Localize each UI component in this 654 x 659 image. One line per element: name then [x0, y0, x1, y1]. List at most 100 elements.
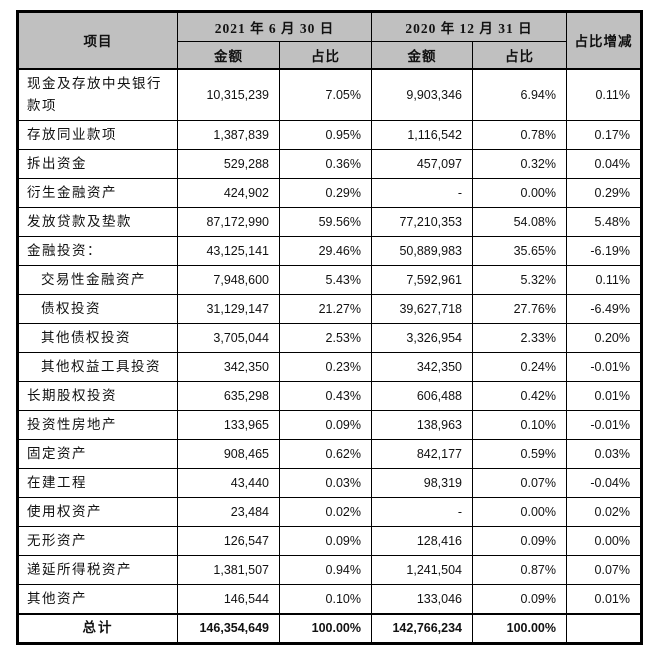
item-cell: 发放贷款及垫款	[17, 207, 178, 237]
item-cell: 使用权资产	[17, 497, 178, 527]
ratio-2020-cell: 0.24%	[472, 352, 567, 382]
amount-2020-cell: 128,416	[371, 526, 473, 556]
amount-2020-cell: 138,963	[371, 410, 473, 440]
amount-2021-cell: 529,288	[177, 149, 280, 179]
ratio-change-cell: 0.02%	[566, 497, 642, 527]
table-row: 总计 146,354,649 100.00% 142,766,234 100.0…	[17, 612, 642, 644]
amount-2020-cell: 457,097	[371, 149, 473, 179]
amount-2020-cell: 1,241,504	[371, 555, 473, 585]
table-row: 存放同业款项 1,387,839 0.95% 1,116,542 0.78% 0…	[17, 120, 642, 150]
header-ratio-change: 占比增减	[566, 11, 642, 70]
amount-2021-cell: 87,172,990	[177, 207, 280, 237]
amount-2021-cell: 1,381,507	[177, 555, 280, 585]
amount-2021-cell: 635,298	[177, 381, 280, 411]
amount-2020-cell: 133,046	[371, 584, 473, 614]
amount-2020-cell: 3,326,954	[371, 323, 473, 353]
table-row: 发放贷款及垫款 87,172,990 59.56% 77,210,353 54.…	[17, 207, 642, 237]
amount-2020-cell: 606,488	[371, 381, 473, 411]
ratio-2020-cell: 0.00%	[472, 497, 567, 527]
ratio-2021-cell: 0.02%	[279, 497, 372, 527]
amount-2021-cell: 43,125,141	[177, 236, 280, 266]
table-row: 投资性房地产 133,965 0.09% 138,963 0.10% -0.01…	[17, 410, 642, 440]
ratio-2020-cell: 2.33%	[472, 323, 567, 353]
ratio-2020-cell: 0.09%	[472, 526, 567, 556]
ratio-2021-cell: 5.43%	[279, 265, 372, 295]
ratio-change-cell: 0.01%	[566, 584, 642, 614]
amount-2021-cell: 1,387,839	[177, 120, 280, 150]
header-row-measures: 金额 占比 金额 占比	[18, 41, 642, 70]
amount-2020-cell: 1,116,542	[371, 120, 473, 150]
ratio-change-cell: -6.19%	[566, 236, 642, 266]
table-row: 现金及存放中央银行款项 10,315,239 7.05% 9,903,346 6…	[17, 68, 642, 121]
table-body: 现金及存放中央银行款项 10,315,239 7.05% 9,903,346 6…	[17, 68, 642, 644]
ratio-change-cell: 0.17%	[566, 120, 642, 150]
ratio-change-cell: 0.11%	[566, 68, 642, 121]
item-cell: 其他资产	[17, 584, 178, 614]
ratio-change-cell: -0.01%	[566, 410, 642, 440]
item-cell: 长期股权投资	[17, 381, 178, 411]
item-cell: 固定资产	[17, 439, 178, 469]
amount-2020-cell: 142,766,234	[371, 612, 473, 644]
ratio-2020-cell: 100.00%	[472, 612, 567, 644]
ratio-2020-cell: 0.07%	[472, 468, 567, 498]
amount-2020-cell: 39,627,718	[371, 294, 473, 324]
ratio-2021-cell: 0.10%	[279, 584, 372, 614]
header-item: 项目	[17, 11, 178, 70]
ratio-2021-cell: 0.09%	[279, 526, 372, 556]
ratio-2021-cell: 0.62%	[279, 439, 372, 469]
amount-2020-cell: 9,903,346	[371, 68, 473, 121]
table-row: 递延所得税资产 1,381,507 0.94% 1,241,504 0.87% …	[17, 555, 642, 585]
amount-2020-cell: -	[371, 178, 473, 208]
ratio-2021-cell: 0.09%	[279, 410, 372, 440]
ratio-change-cell: -6.49%	[566, 294, 642, 324]
amount-2020-cell: 77,210,353	[371, 207, 473, 237]
ratio-2021-cell: 0.43%	[279, 381, 372, 411]
ratio-2021-cell: 0.03%	[279, 468, 372, 498]
table-header: 项目 2021 年 6 月 30 日 2020 年 12 月 31 日 占比增减…	[17, 11, 642, 70]
ratio-change-cell: 5.48%	[566, 207, 642, 237]
ratio-change-cell: 0.07%	[566, 555, 642, 585]
amount-2020-cell: 7,592,961	[371, 265, 473, 295]
item-cell: 无形资产	[17, 526, 178, 556]
item-cell: 在建工程	[17, 468, 178, 498]
ratio-2020-cell: 27.76%	[472, 294, 567, 324]
amount-2021-cell: 146,354,649	[177, 612, 280, 644]
ratio-2020-cell: 0.78%	[472, 120, 567, 150]
ratio-change-cell	[566, 612, 642, 644]
item-cell: 总计	[17, 612, 178, 644]
table-row: 使用权资产 23,484 0.02% - 0.00% 0.02%	[17, 497, 642, 527]
ratio-2021-cell: 2.53%	[279, 323, 372, 353]
header-amount-2020: 金额	[371, 41, 473, 70]
amount-2021-cell: 133,965	[177, 410, 280, 440]
ratio-change-cell: 0.29%	[566, 178, 642, 208]
ratio-change-cell: 0.20%	[566, 323, 642, 353]
ratio-2021-cell: 100.00%	[279, 612, 372, 644]
item-cell: 债权投资	[17, 294, 178, 324]
ratio-2021-cell: 0.36%	[279, 149, 372, 179]
ratio-2020-cell: 35.65%	[472, 236, 567, 266]
ratio-2021-cell: 0.95%	[279, 120, 372, 150]
item-cell: 现金及存放中央银行款项	[17, 68, 178, 121]
table-row: 衍生金融资产 424,902 0.29% - 0.00% 0.29%	[17, 178, 642, 208]
header-amount-2021: 金额	[177, 41, 280, 70]
ratio-change-cell: 0.00%	[566, 526, 642, 556]
ratio-2021-cell: 29.46%	[279, 236, 372, 266]
asset-composition-table: 项目 2021 年 6 月 30 日 2020 年 12 月 31 日 占比增减…	[16, 10, 643, 645]
item-cell: 拆出资金	[17, 149, 178, 179]
header-period-2020: 2020 年 12 月 31 日	[371, 11, 567, 42]
table-row: 拆出资金 529,288 0.36% 457,097 0.32% 0.04%	[17, 149, 642, 179]
item-cell: 金融投资：	[17, 236, 178, 266]
table-row: 其他权益工具投资 342,350 0.23% 342,350 0.24% -0.…	[17, 352, 642, 382]
amount-2020-cell: -	[371, 497, 473, 527]
table-row: 无形资产 126,547 0.09% 128,416 0.09% 0.00%	[17, 526, 642, 556]
table-row: 其他资产 146,544 0.10% 133,046 0.09% 0.01%	[17, 584, 642, 614]
header-row-periods: 项目 2021 年 6 月 30 日 2020 年 12 月 31 日 占比增减	[17, 11, 642, 70]
amount-2021-cell: 23,484	[177, 497, 280, 527]
amount-2020-cell: 842,177	[371, 439, 473, 469]
ratio-change-cell: 0.01%	[566, 381, 642, 411]
header-ratio-2021: 占比	[279, 41, 372, 70]
ratio-change-cell: 0.04%	[566, 149, 642, 179]
item-cell: 交易性金融资产	[17, 265, 178, 295]
table-row: 在建工程 43,440 0.03% 98,319 0.07% -0.04%	[17, 468, 642, 498]
item-cell: 其他权益工具投资	[17, 352, 178, 382]
